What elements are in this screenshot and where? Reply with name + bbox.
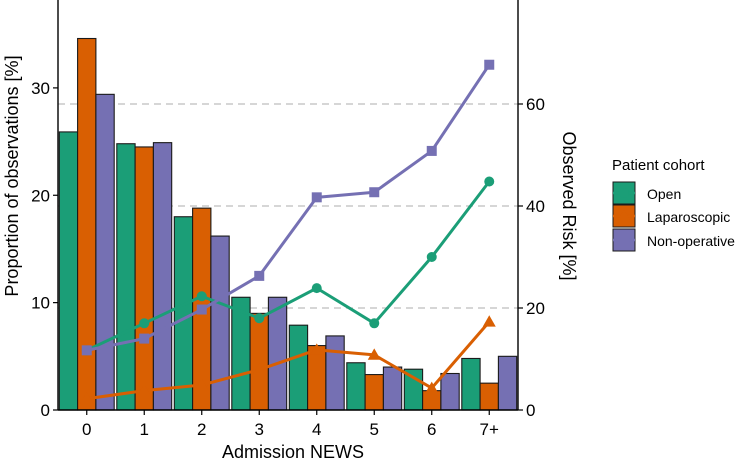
bar-open-2 [173,216,194,411]
left-tick-label-0: 0 [41,401,50,420]
bar-non-operative-4 [325,335,345,411]
point-open-2 [196,291,207,302]
x-tick-label-5: 5 [370,420,379,439]
point-open-6 [426,252,437,262]
legend-keys [612,181,636,252]
x-tick-label-3: 3 [255,420,264,439]
bar-laparoscopic-3 [249,312,269,411]
point-laparoscopic-6 [425,381,439,393]
bar-non-operative-6 [440,372,460,411]
x-tick-label-7-: 7+ [480,420,499,439]
point-laparoscopic-1 [137,384,151,396]
point-non-operative-2 [196,304,207,315]
left-axis-title: Proportion of observations [%] [2,55,22,296]
left-tick-label-10: 10 [31,294,50,313]
bar-laparoscopic-5 [364,374,384,411]
legend-label-non-operative: Non-operative [647,233,735,249]
bar-open-0 [58,131,79,411]
line-laparoscopic [86,320,491,401]
point-non-operative-7- [484,59,495,70]
bar-open-5 [346,362,366,411]
line-non-operative [86,63,491,352]
bar-open-7- [461,357,481,411]
legend-label-open: Open [647,186,681,202]
point-non-operative-4 [311,192,322,203]
bar-non-operative-0 [95,93,115,411]
point-open-1 [139,318,150,329]
point-open-5 [369,318,380,329]
bar-laparoscopic-4 [307,345,327,411]
x-tick-label-0: 0 [82,420,91,439]
legend: Patient cohort Open Laparoscopic Non-ope… [612,157,735,252]
bar-non-operative-2 [210,235,230,411]
legend-label-laparoscopic: Laparoscopic [647,209,730,225]
right-tick-label-60: 60 [526,95,545,114]
point-laparoscopic-3 [252,363,266,375]
bar-layer [58,37,518,411]
point-non-operative-3 [254,270,265,281]
bar-laparoscopic-1 [134,146,154,411]
point-laparoscopic-4 [310,343,324,355]
line-layer [80,59,496,404]
x-axis-title: Admission NEWS [222,442,364,462]
point-non-operative-1 [139,333,150,344]
point-laparoscopic-0 [80,392,94,404]
line-open [86,180,491,352]
bar-non-operative-5 [382,366,403,411]
point-open-3 [254,313,265,324]
bar-laparoscopic-7- [479,382,499,411]
axes: 0 10 20 30 0 20 40 60 0 1 2 3 4 5 6 7+ [31,0,545,439]
bar-non-operative-7- [497,355,518,411]
bar-open-1 [116,143,136,411]
bar-laparoscopic-6 [422,390,442,411]
point-open-7- [484,176,495,187]
point-laparoscopic-7- [482,315,496,327]
x-tick-label-2: 2 [197,420,206,439]
right-tick-label-40: 40 [526,197,545,216]
x-tick-label-4: 4 [312,420,321,439]
x-tick-label-6: 6 [427,420,436,439]
left-tick-label-30: 30 [31,79,50,98]
right-tick-label-0: 0 [526,401,535,420]
legend-marker-laparoscopic [617,209,631,221]
legend-marker-non-operative [619,235,629,245]
right-tick-label-20: 20 [526,299,545,318]
bar-non-operative-1 [152,142,173,411]
point-non-operative-5 [369,187,380,198]
point-non-operative-0 [81,345,92,356]
point-laparoscopic-2 [195,378,209,390]
legend-title: Patient cohort [612,157,705,174]
legend-marker-open [619,188,629,198]
left-tick-label-20: 20 [31,186,50,205]
point-open-4 [311,283,322,294]
bar-open-4 [288,324,309,411]
point-non-operative-6 [426,145,437,156]
bar-non-operative-3 [267,296,288,411]
point-laparoscopic-5 [367,348,381,360]
x-tick-label-1: 1 [140,420,149,439]
right-axis-title: Observed Risk [%] [559,131,579,280]
